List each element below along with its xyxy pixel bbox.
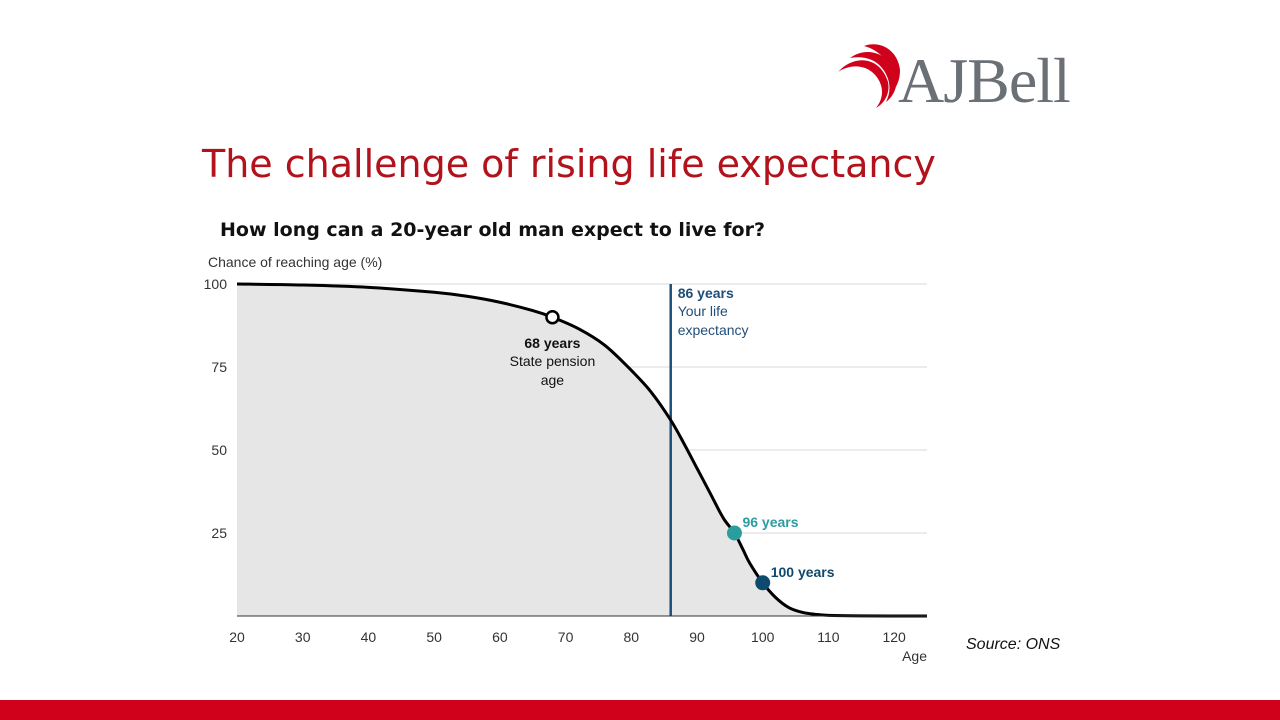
survival-area-fill [237, 284, 927, 617]
marker-point [755, 575, 771, 591]
marker-label: 100 years [771, 564, 835, 580]
x-tick-label: 70 [558, 629, 574, 645]
aj-bell-logo: AJBell [836, 40, 1086, 120]
survival-curve-line [236, 282, 928, 618]
x-tick-label: 100 [751, 629, 775, 645]
marker-label: 68 years [524, 335, 580, 351]
x-axis-label: Age [902, 648, 927, 664]
x-tick-label: 80 [623, 629, 639, 645]
slide-title: The challenge of rising life expectancy [202, 142, 936, 186]
swoosh-icon [838, 44, 900, 108]
source-note: Source: ONS [966, 636, 1061, 653]
y-tick-labels: 25 50 75 100 [204, 276, 228, 541]
marker-caption: State pension [510, 353, 596, 369]
life-expectancy-caption: expectancy [678, 322, 749, 338]
marker-caption: age [541, 372, 565, 388]
footer-bar [0, 700, 1280, 720]
marker-label: 96 years [742, 514, 798, 530]
x-tick-label: 90 [689, 629, 705, 645]
x-tick-label: 40 [361, 629, 377, 645]
life-expectancy-label: 86 years [678, 285, 734, 301]
y-tick-label: 50 [211, 442, 227, 458]
x-tick-label: 120 [882, 629, 906, 645]
life-expectancy-chart: Chance of reaching age (%) Age 25 50 75 100… [204, 254, 928, 664]
x-tick-label: 20 [229, 629, 245, 645]
x-tick-label: 110 [817, 629, 840, 645]
y-axis-label: Chance of reaching age (%) [208, 254, 382, 270]
y-tick-label: 75 [211, 359, 227, 375]
chart-annotations: 86 years Your life expectancy 68 years State… [510, 285, 835, 580]
x-tick-label: 50 [426, 629, 442, 645]
y-tick-label: 100 [204, 276, 228, 292]
x-tick-label: 60 [492, 629, 508, 645]
y-tick-label: 25 [211, 525, 227, 541]
x-tick-labels: 20 30 40 50 60 70 80 90 100 110 120 [229, 629, 906, 645]
marker-point [545, 309, 560, 325]
life-expectancy-caption: Your life [678, 303, 728, 319]
marker-point [726, 525, 742, 541]
chart-title: How long can a 20-year old man expect to… [220, 219, 765, 241]
chart-markers [545, 309, 771, 591]
x-tick-label: 30 [295, 629, 311, 645]
logo-wordmark: AJBell [898, 45, 1071, 116]
